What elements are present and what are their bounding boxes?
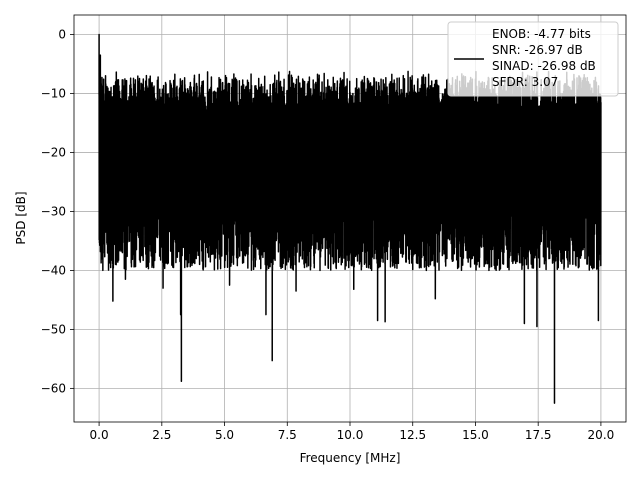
x-tick-label: 15.0 <box>462 428 489 442</box>
legend-box <box>447 21 619 97</box>
x-tick-label: 10.0 <box>337 428 364 442</box>
x-tick-label: 17.5 <box>525 428 552 442</box>
y-tick-label: −40 <box>41 263 66 277</box>
x-axis-label: Frequency [MHz] <box>300 451 401 465</box>
y-tick-label: −60 <box>41 381 66 395</box>
y-tick-label: 0 <box>58 27 66 41</box>
x-tick-label: 2.5 <box>152 428 171 442</box>
legend: ENOB: -4.77 bits SNR: -26.97 dB SINAD: -… <box>447 21 619 97</box>
y-tick-label: −20 <box>41 145 66 159</box>
x-tick-label: 20.0 <box>588 428 615 442</box>
x-tick-label: 7.5 <box>278 428 297 442</box>
plot-area <box>98 33 602 404</box>
y-tick-label: −10 <box>41 86 66 100</box>
axis-ticks: 0.0 2.5 5.0 7.5 10.0 12.5 15.0 17.5 20.0 0 −10 −20 −… <box>41 27 615 442</box>
x-tick-label: 12.5 <box>399 428 426 442</box>
legend-entry-snr: SNR: -26.97 dB <box>492 43 583 57</box>
y-axis-label: PSD [dB] <box>14 191 28 244</box>
legend-entry-enob: ENOB: -4.77 bits <box>492 27 591 41</box>
legend-entry-sinad: SINAD: -26.98 dB <box>492 59 596 73</box>
y-tick-label: −50 <box>41 322 66 336</box>
y-tick-label: −30 <box>41 204 66 218</box>
psd-series-line <box>98 33 602 404</box>
legend-entry-sfdr: SFDR: 3.07 <box>492 75 558 89</box>
x-tick-label: 5.0 <box>215 428 234 442</box>
x-tick-label: 0.0 <box>90 428 109 442</box>
